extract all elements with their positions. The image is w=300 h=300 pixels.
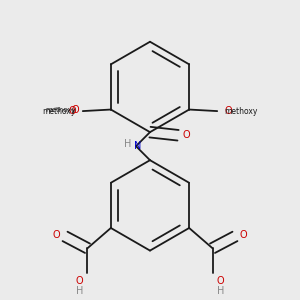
Text: O: O [68,106,76,116]
Text: O: O [183,130,190,140]
Text: O: O [217,276,224,286]
Text: methoxy: methoxy [43,106,76,116]
Text: H: H [124,139,132,149]
Text: methoxy: methoxy [45,107,76,113]
Text: O: O [52,230,60,240]
Text: H: H [217,286,224,296]
Text: O: O [224,106,232,116]
Text: methoxy: methoxy [224,106,257,116]
Text: H: H [76,286,83,296]
Text: O: O [240,230,247,240]
Text: N: N [134,141,141,151]
Text: O: O [76,276,83,286]
Text: O: O [71,106,79,116]
